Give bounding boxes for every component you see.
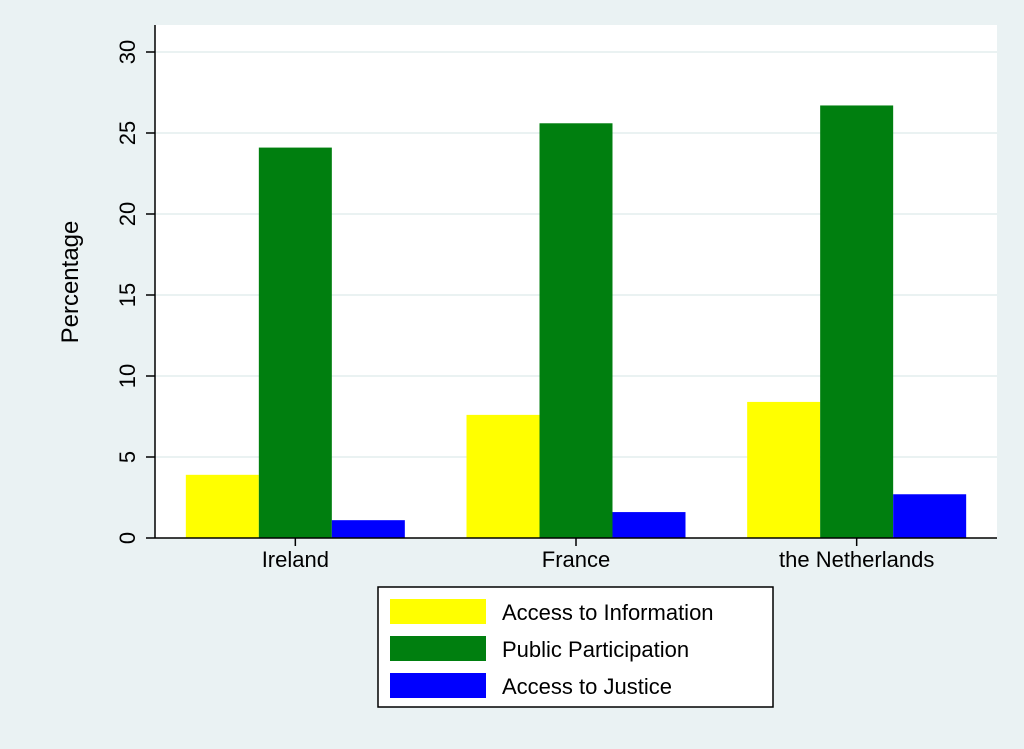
bar [612,512,686,538]
bar [185,474,259,538]
y-axis-label: Percentage [57,221,84,344]
legend: Access to Information Public Participatio… [377,586,774,708]
legend-label: Access to Justice [502,674,672,699]
bar [747,401,821,538]
y-tick-label: 0 [115,532,140,544]
y-tick-label: 15 [115,283,140,307]
legend-label: Public Participation [502,637,689,662]
legend-swatch [390,636,486,661]
bar [466,414,540,538]
y-tick-label: 10 [115,364,140,388]
y-axis-ticks: 0 5 10 15 20 25 30 [115,40,155,544]
x-tick-label: France [542,547,610,572]
bar [820,105,894,539]
y-tick-label: 5 [115,451,140,463]
legend-swatch [390,673,486,698]
y-tick-label: 25 [115,121,140,145]
bar [258,147,332,538]
x-tick-label: Ireland [262,547,329,572]
y-tick-label: 20 [115,202,140,226]
x-tick-label: the Netherlands [779,547,934,572]
legend-swatch [390,599,486,624]
y-tick-label: 30 [115,40,140,64]
legend-label: Access to Information [502,600,714,625]
x-axis-ticks: Ireland France the Netherlands [262,538,934,572]
bar [331,520,405,538]
bar [893,494,967,538]
bars [185,105,967,539]
bar [539,123,613,538]
